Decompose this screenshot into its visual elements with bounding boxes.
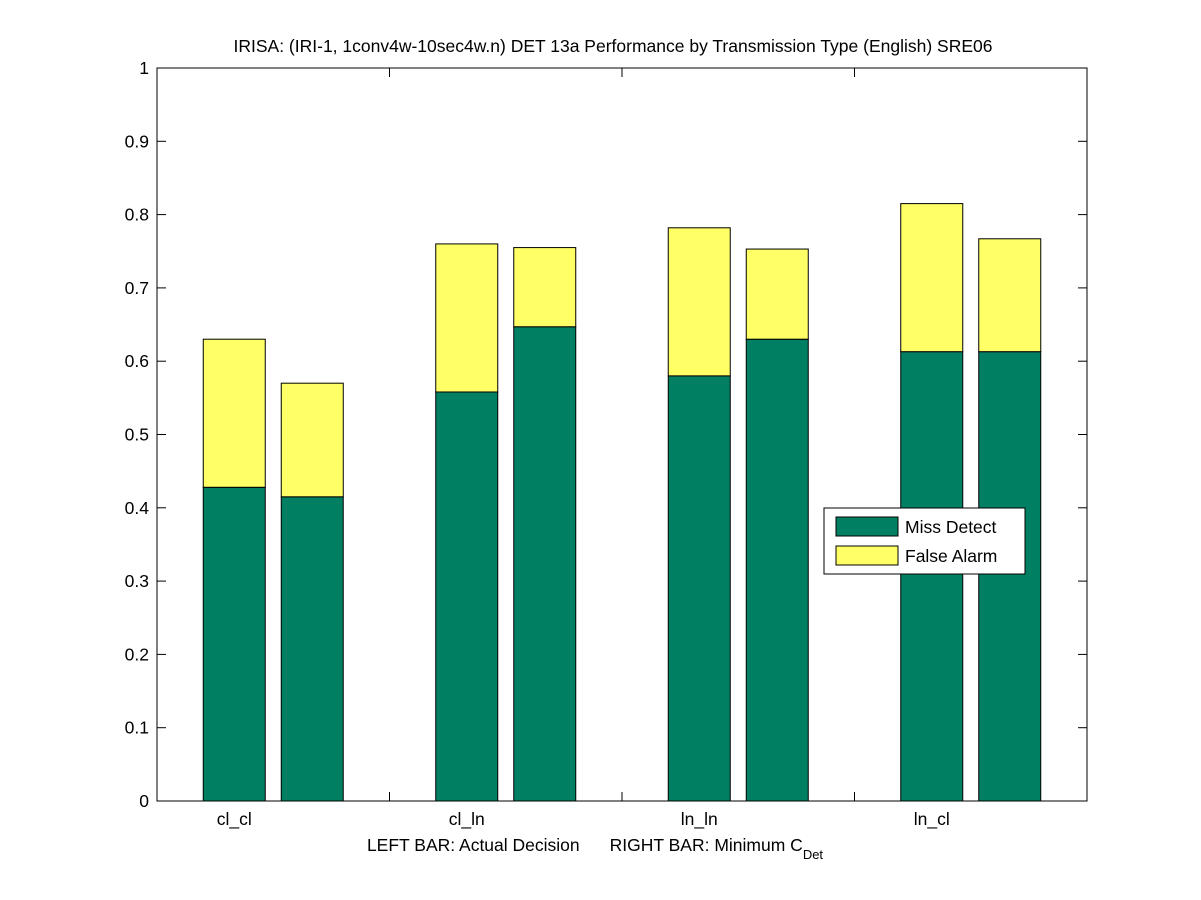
x-axis-label: LEFT BAR: Actual Decision RIGHT BAR: Mini…	[367, 835, 823, 862]
bar-cl_cl-minimum-miss-detect	[280, 496, 344, 802]
bar-ln_ln-minimum-false-alarm	[745, 248, 809, 340]
legend-label-miss-detect: Miss Detect	[905, 517, 997, 537]
bar-ln_ln-minimum-miss-detect	[745, 338, 809, 802]
x-axis-label-right: RIGHT BAR: Minimum C	[610, 835, 803, 855]
bar-cl_ln-minimum-miss-detect	[513, 326, 577, 802]
bars	[202, 203, 1042, 802]
bar-ln_ln-actual-miss-detect	[667, 375, 731, 802]
bar-ln_cl-minimum-miss-detect	[978, 351, 1042, 802]
chart-title: IRISA: (IRI-1, 1conv4w-10sec4w.n) DET 13…	[234, 36, 993, 56]
x-axis-label-left: LEFT BAR: Actual Decision	[367, 835, 580, 855]
y-tick-label: 0.7	[125, 278, 149, 298]
y-tick-label: 0.9	[125, 131, 149, 151]
y-tick-label: 0.3	[125, 571, 149, 591]
x-tick-label-ln_cl: ln_cl	[914, 809, 950, 830]
legend: Miss Detect False Alarm	[823, 507, 1026, 575]
legend-label-false-alarm: False Alarm	[905, 546, 997, 566]
bar-cl_ln-actual-false-alarm	[435, 243, 499, 393]
legend-swatch-miss-detect	[835, 516, 899, 537]
y-tick-label: 1	[139, 58, 149, 78]
y-tick-label: 0.1	[125, 718, 149, 738]
bar-cl_cl-actual-false-alarm	[202, 338, 266, 488]
bar-cl_cl-minimum-false-alarm	[280, 382, 344, 498]
bar-cl_cl-actual-miss-detect	[202, 486, 266, 802]
axis-ticks: 0 0.1 0.2 0.3 0.4 0.5 0.6 0.7 0.8 0.9 1	[125, 58, 1087, 811]
y-tick-label: 0.4	[125, 498, 150, 518]
bar-cl_ln-actual-miss-detect	[435, 391, 499, 802]
x-tick-labels: cl_cl cl_ln ln_ln ln_cl	[217, 809, 950, 830]
y-tick-label: 0.2	[125, 644, 149, 664]
y-tick-label: 0.5	[125, 425, 149, 445]
legend-swatch-false-alarm	[835, 545, 899, 566]
y-tick-label: 0.8	[125, 205, 149, 225]
y-tick-label: 0	[139, 791, 149, 811]
x-axis-label-subscript: Det	[803, 847, 824, 862]
bar-ln_ln-actual-false-alarm	[667, 227, 731, 377]
bar-ln_cl-actual-false-alarm	[900, 203, 964, 353]
y-tick-label: 0.6	[125, 351, 149, 371]
bar-ln_cl-actual-miss-detect	[900, 351, 964, 802]
x-tick-label-ln_ln: ln_ln	[681, 809, 718, 830]
bar-ln_cl-minimum-false-alarm	[978, 238, 1042, 353]
x-tick-label-cl_cl: cl_cl	[217, 809, 252, 830]
bar-cl_ln-minimum-false-alarm	[513, 247, 577, 328]
x-tick-label-cl_ln: cl_ln	[449, 809, 485, 830]
